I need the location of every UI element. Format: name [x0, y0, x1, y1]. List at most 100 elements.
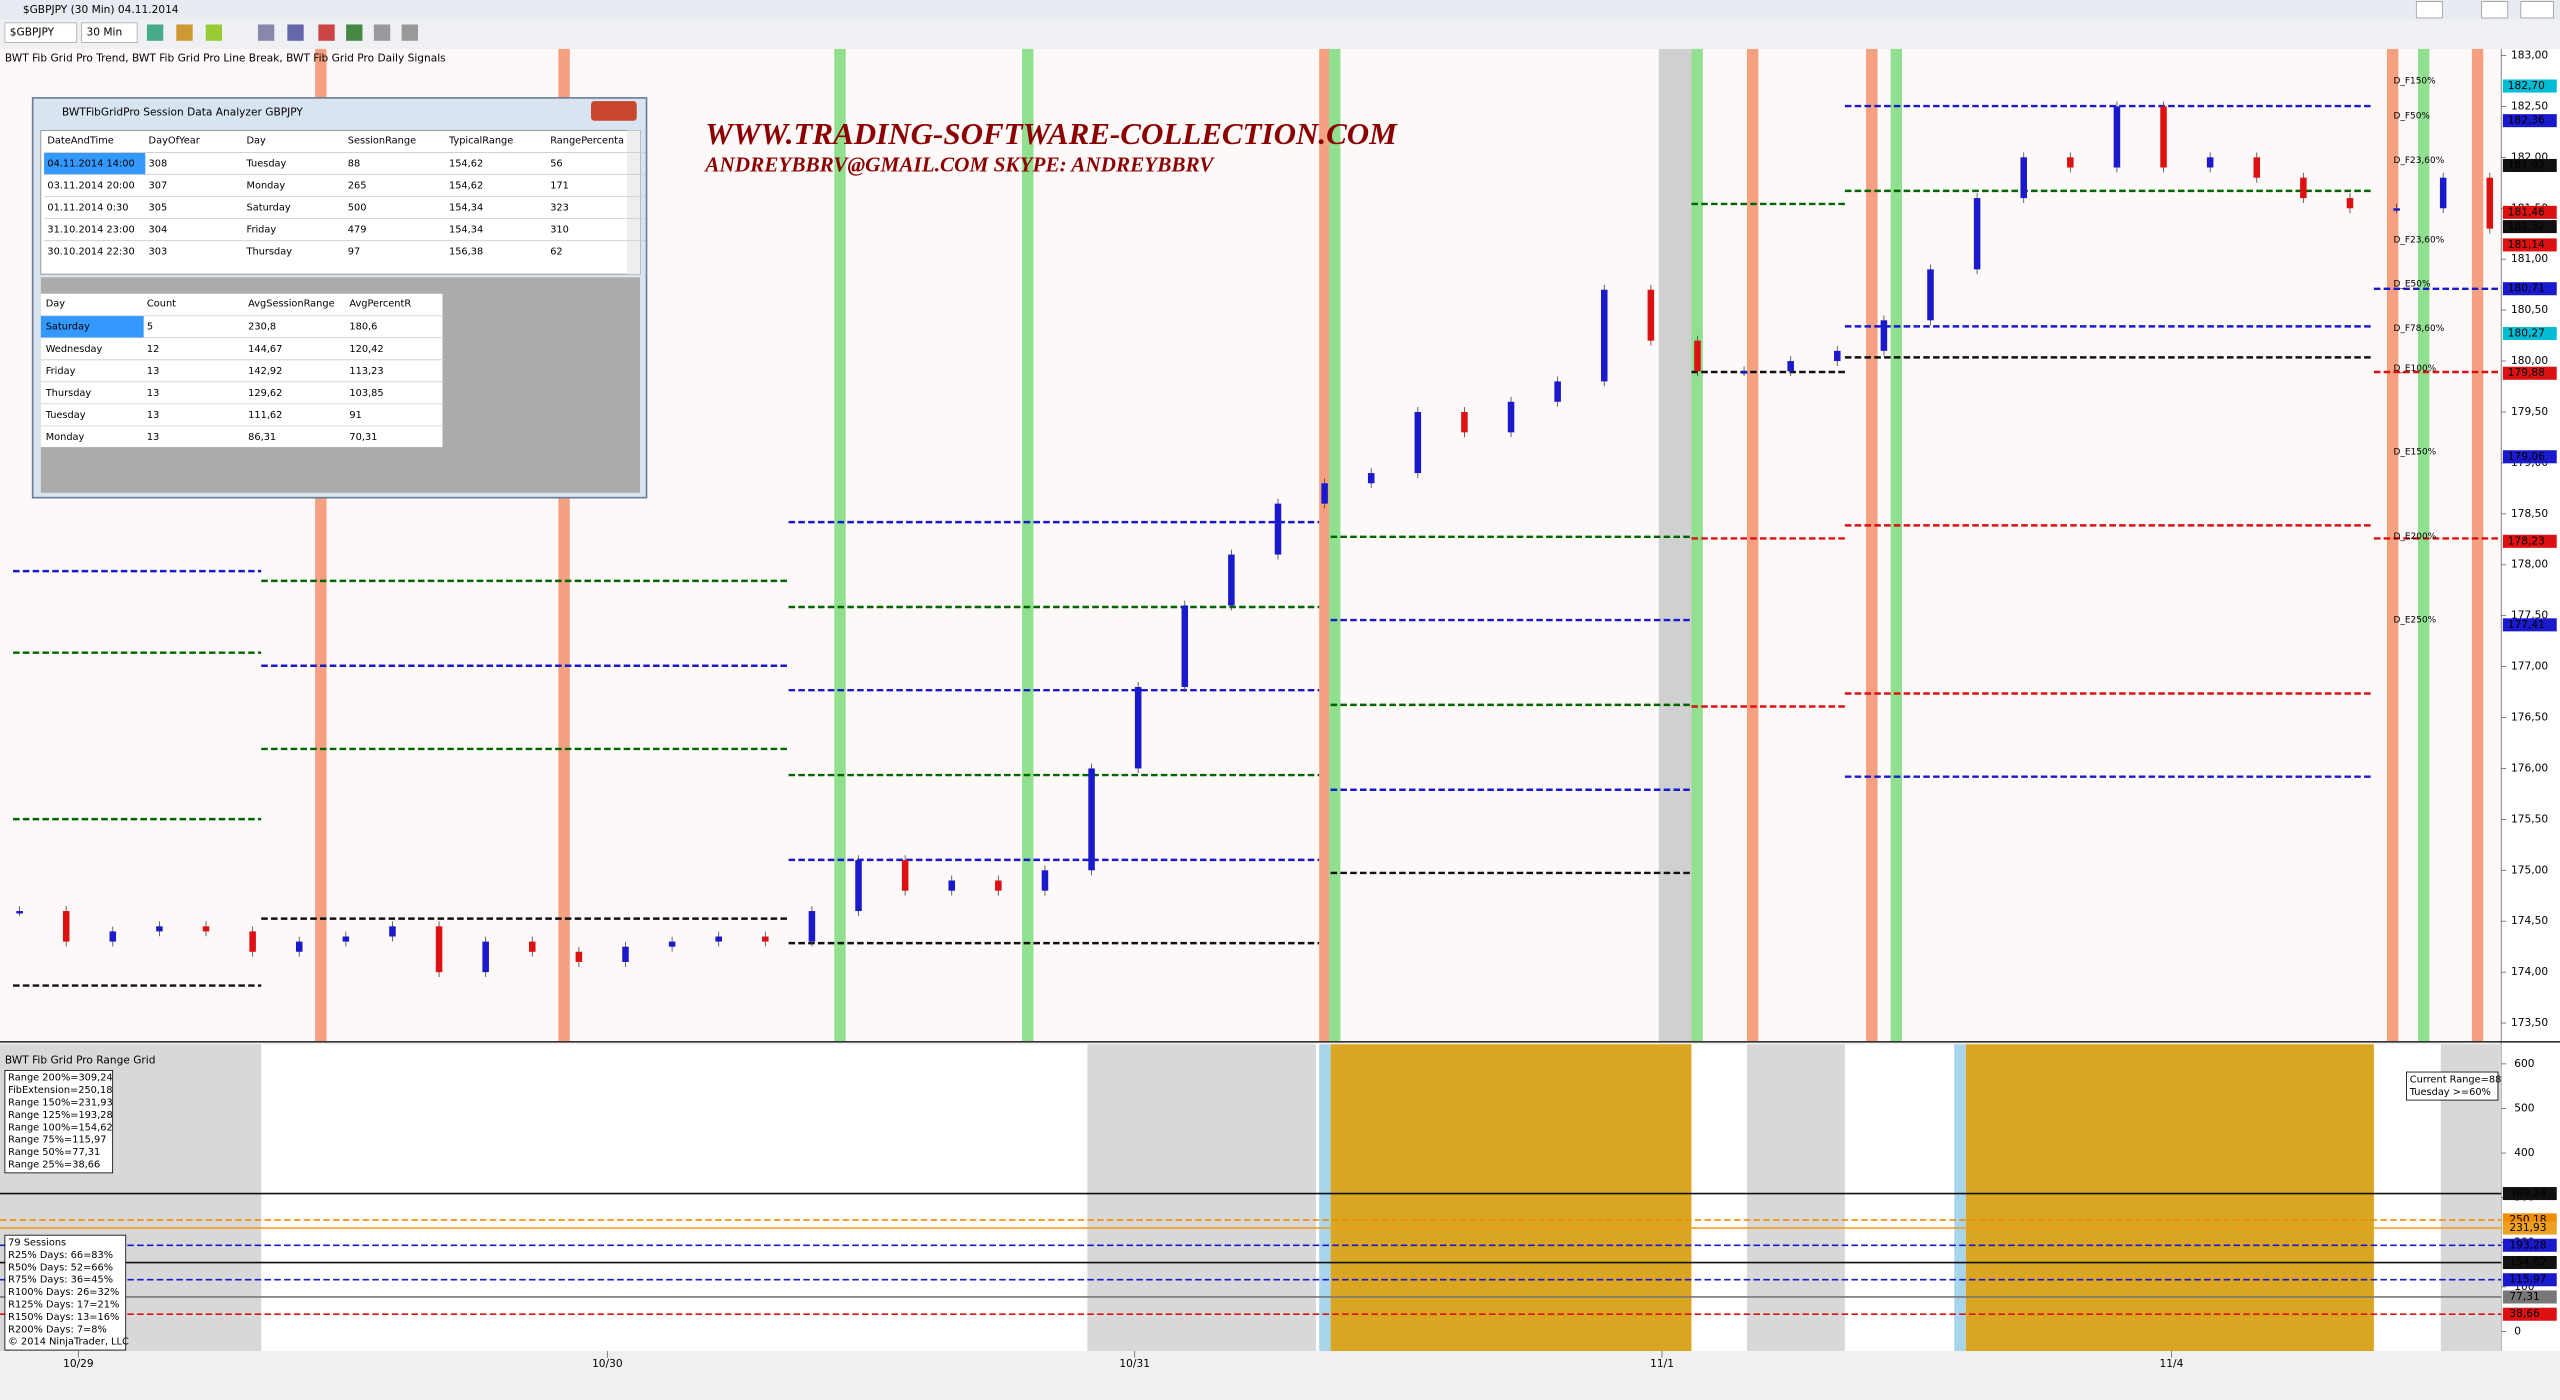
window-title: $GBPJPY (30 Min) 04.11.2014 — [23, 4, 179, 16]
symbol-selector[interactable] — [4, 22, 78, 43]
cell[interactable]: 500 — [348, 203, 367, 214]
analyzer-close[interactable] — [591, 101, 637, 121]
cell[interactable]: 171 — [550, 181, 569, 192]
candle — [2020, 157, 2027, 199]
scrollbar[interactable] — [626, 130, 640, 275]
minimize-button[interactable] — [2415, 1, 2443, 19]
column-header: SessionRange — [348, 135, 416, 146]
cell[interactable]: 154,34 — [449, 225, 483, 236]
candle — [16, 911, 23, 914]
cell[interactable]: Tuesday — [45, 410, 86, 421]
cell[interactable]: 13 — [147, 432, 159, 443]
indicator-list: BWT Fib Grid Pro Trend, BWT Fib Grid Pro… — [5, 53, 446, 65]
price-tag — [2502, 282, 2557, 296]
cell[interactable]: 103,85 — [349, 388, 383, 399]
cell[interactable]: Monday — [247, 181, 286, 192]
tool-button[interactable] — [176, 24, 193, 41]
tool-button[interactable] — [346, 24, 363, 41]
tool-button[interactable] — [257, 24, 275, 41]
cell[interactable]: 31.10.2014 23:00 — [47, 225, 134, 236]
date-label: 11/1 — [1650, 1358, 1674, 1370]
candle — [1228, 554, 1235, 606]
cell[interactable]: 230,8 — [248, 322, 276, 333]
tool-button[interactable] — [205, 24, 223, 41]
cell[interactable]: 308 — [149, 159, 168, 170]
cell[interactable]: 111,62 — [248, 410, 282, 421]
cell[interactable]: 13 — [147, 388, 159, 399]
cell[interactable]: 303 — [149, 247, 168, 258]
cell[interactable]: 13 — [147, 410, 159, 421]
active-session — [1330, 1044, 1692, 1352]
cell[interactable]: 86,31 — [248, 432, 276, 443]
cell[interactable]: Friday — [46, 366, 76, 377]
cell[interactable]: 5 — [147, 322, 153, 333]
cell[interactable]: 91 — [349, 410, 361, 421]
cell[interactable]: 156,38 — [449, 247, 483, 258]
cell[interactable]: Tuesday — [246, 159, 287, 170]
cell[interactable]: 56 — [550, 159, 562, 170]
column-header: Day — [247, 135, 267, 146]
cell[interactable]: 154,62 — [449, 159, 483, 170]
close-button[interactable] — [2520, 1, 2554, 19]
y-tick-label: 182,00 — [2511, 151, 2548, 163]
cell[interactable]: 129,62 — [248, 388, 282, 399]
y-tick-label: 174,50 — [2511, 915, 2548, 927]
cell[interactable]: 304 — [149, 225, 168, 236]
date-label: 10/29 — [63, 1358, 94, 1370]
cell[interactable]: 310 — [550, 225, 569, 236]
candle — [948, 880, 956, 891]
cell[interactable]: 154,34 — [449, 203, 483, 214]
candle — [2160, 106, 2167, 168]
session-bands — [0, 48, 2502, 1352]
analyzer-window: BWTFibGridPro Session Data Analyzer GBPJ… — [31, 97, 648, 499]
date-label: 11/4 — [2160, 1358, 2184, 1370]
fib-label: D_F150% — [2393, 77, 2436, 87]
cell[interactable]: 305 — [149, 203, 168, 214]
cell[interactable]: 479 — [348, 225, 367, 236]
range-tag — [2502, 1307, 2557, 1321]
tool-button[interactable] — [146, 24, 164, 41]
cell[interactable]: 144,67 — [248, 344, 282, 355]
cell[interactable]: Saturday — [46, 322, 90, 333]
cell[interactable]: Friday — [247, 225, 277, 236]
interval: 30 Min — [87, 27, 123, 39]
y-tick-label: 177,00 — [2511, 661, 2548, 673]
cell[interactable]: 307 — [149, 181, 168, 192]
cell[interactable]: 30.10.2014 22:30 — [47, 247, 134, 258]
cell[interactable]: 120,42 — [349, 344, 383, 355]
cell[interactable]: 70,31 — [349, 432, 377, 443]
maximize-button[interactable] — [2481, 1, 2509, 19]
cell[interactable]: Wednesday — [46, 344, 103, 355]
cell[interactable]: 113,23 — [349, 366, 383, 377]
tool-button[interactable] — [401, 24, 418, 41]
tool-button[interactable] — [373, 24, 391, 41]
cell[interactable]: 01.11.2014 0:30 — [47, 203, 128, 214]
cell[interactable]: 62 — [550, 247, 562, 258]
candle — [901, 860, 909, 891]
cell[interactable]: 97 — [348, 247, 360, 258]
cell[interactable]: Thursday — [246, 247, 293, 258]
cell[interactable]: 265 — [348, 181, 367, 192]
tool-button[interactable] — [318, 24, 335, 41]
cell[interactable]: Thursday — [45, 388, 92, 399]
y-tick-label: 174,00 — [2511, 966, 2548, 978]
cell[interactable]: 12 — [147, 344, 159, 355]
cell[interactable]: 154,62 — [449, 181, 483, 192]
cell[interactable]: 04.11.2014 14:00 — [47, 159, 134, 170]
price-tag — [2502, 366, 2557, 380]
tool-button[interactable] — [287, 24, 304, 41]
info-box — [2406, 1071, 2499, 1101]
cell[interactable]: 03.11.2014 20:00 — [47, 181, 134, 192]
date-label: 10/30 — [592, 1358, 623, 1370]
cell[interactable]: Monday — [46, 432, 85, 443]
cell[interactable]: 142,92 — [248, 366, 282, 377]
candle — [622, 946, 629, 962]
cell[interactable]: 13 — [147, 366, 159, 377]
cell[interactable]: 88 — [348, 159, 360, 170]
interval-selector[interactable] — [81, 22, 138, 43]
cell[interactable]: Saturday — [247, 203, 291, 214]
cell[interactable]: 323 — [550, 203, 569, 214]
signal-band — [315, 48, 327, 1042]
cell[interactable]: 180,6 — [349, 322, 377, 333]
